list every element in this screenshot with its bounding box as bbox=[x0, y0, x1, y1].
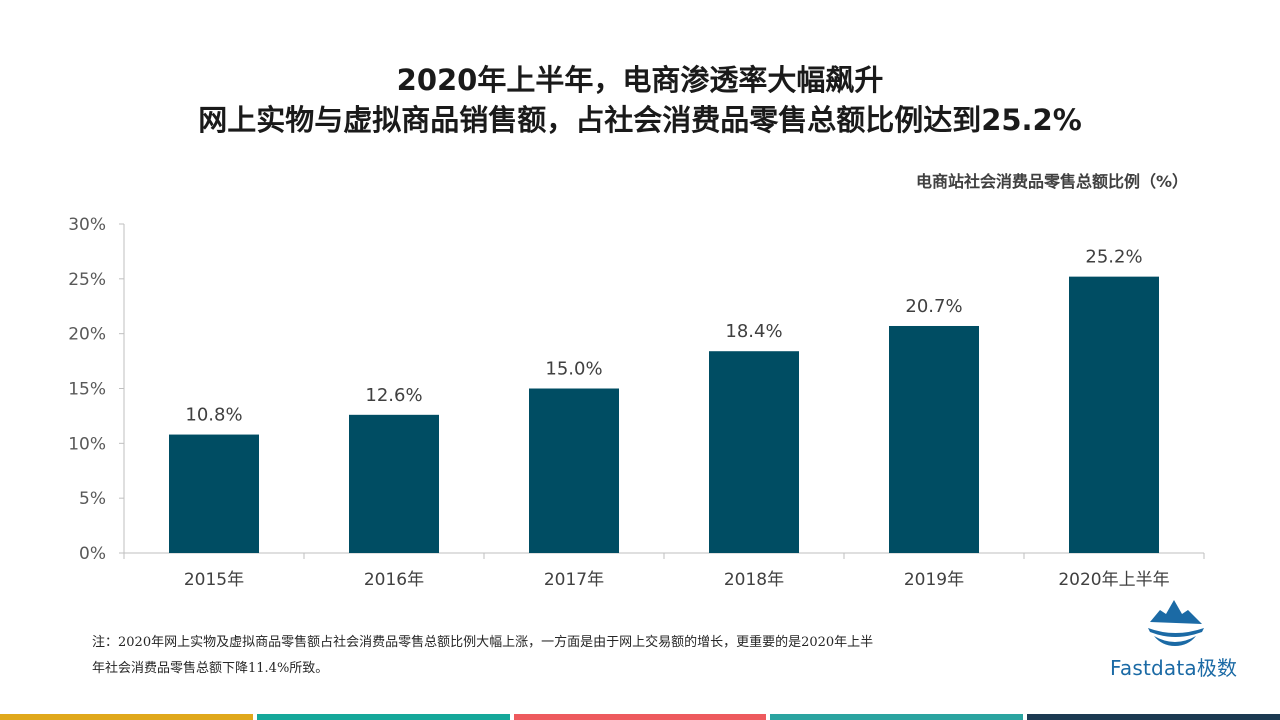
bottom-bar-segment bbox=[0, 714, 253, 720]
footnote-line-1: 注：2020年网上实物及虚拟商品零售额占社会消费品零售总额比例大幅上涨，一方面是… bbox=[92, 635, 874, 650]
data-label: 12.6% bbox=[365, 385, 422, 406]
x-tick-label: 2019年 bbox=[904, 570, 964, 590]
x-tick-label: 2020年上半年 bbox=[1058, 570, 1169, 590]
data-label: 10.8% bbox=[185, 405, 242, 426]
data-label: 25.2% bbox=[1085, 247, 1142, 268]
data-label: 18.4% bbox=[725, 321, 782, 342]
x-tick-label: 2015年 bbox=[184, 570, 244, 590]
bottom-bar-segment bbox=[256, 714, 510, 720]
y-tick-label: 5% bbox=[79, 489, 106, 509]
footnote-line-2: 年社会消费品零售总额下降11.4%所致。 bbox=[92, 661, 329, 676]
logo-text: Fastdata极数 bbox=[1110, 656, 1238, 680]
y-tick-label: 10% bbox=[68, 434, 106, 454]
title-line-2: 网上实物与虚拟商品销售额，占社会消费品零售总额比例达到25.2% bbox=[198, 103, 1082, 137]
footnote: 注：2020年网上实物及虚拟商品零售额占社会消费品零售总额比例大幅上涨，一方面是… bbox=[92, 630, 1052, 682]
bar bbox=[709, 351, 799, 553]
y-tick-label: 30% bbox=[68, 215, 106, 235]
data-label: 20.7% bbox=[905, 296, 962, 317]
fastdata-logo-icon bbox=[1148, 600, 1204, 646]
x-tick-label: 2018年 bbox=[724, 570, 784, 590]
x-tick-label: 2016年 bbox=[364, 570, 424, 590]
bar bbox=[1069, 276, 1159, 553]
y-tick-label: 0% bbox=[79, 544, 106, 564]
bar bbox=[169, 434, 259, 553]
bar bbox=[889, 325, 979, 553]
y-tick-label: 25% bbox=[68, 270, 106, 290]
title-line-1: 2020年上半年，电商渗透率大幅飙升 bbox=[396, 63, 884, 97]
data-label: 15.0% bbox=[545, 359, 602, 380]
bar-chart: 0% 5% 10% 15% 20% 25% 30% 10.8% 2015年 12.6% 2016年 1… bbox=[68, 215, 1205, 590]
bottom-color-bar bbox=[0, 714, 1280, 720]
bottom-bar-segment bbox=[770, 714, 1024, 720]
bar bbox=[349, 414, 439, 553]
y-tick-label: 20% bbox=[68, 325, 106, 345]
bottom-bar-segment bbox=[1027, 714, 1280, 720]
chart-caption: 电商站社会消费品零售总额比例（%） bbox=[915, 172, 1188, 191]
bar bbox=[529, 388, 619, 553]
bottom-bar-segment bbox=[513, 714, 767, 720]
y-tick-label: 15% bbox=[68, 380, 106, 400]
x-tick-label: 2017年 bbox=[544, 570, 604, 590]
